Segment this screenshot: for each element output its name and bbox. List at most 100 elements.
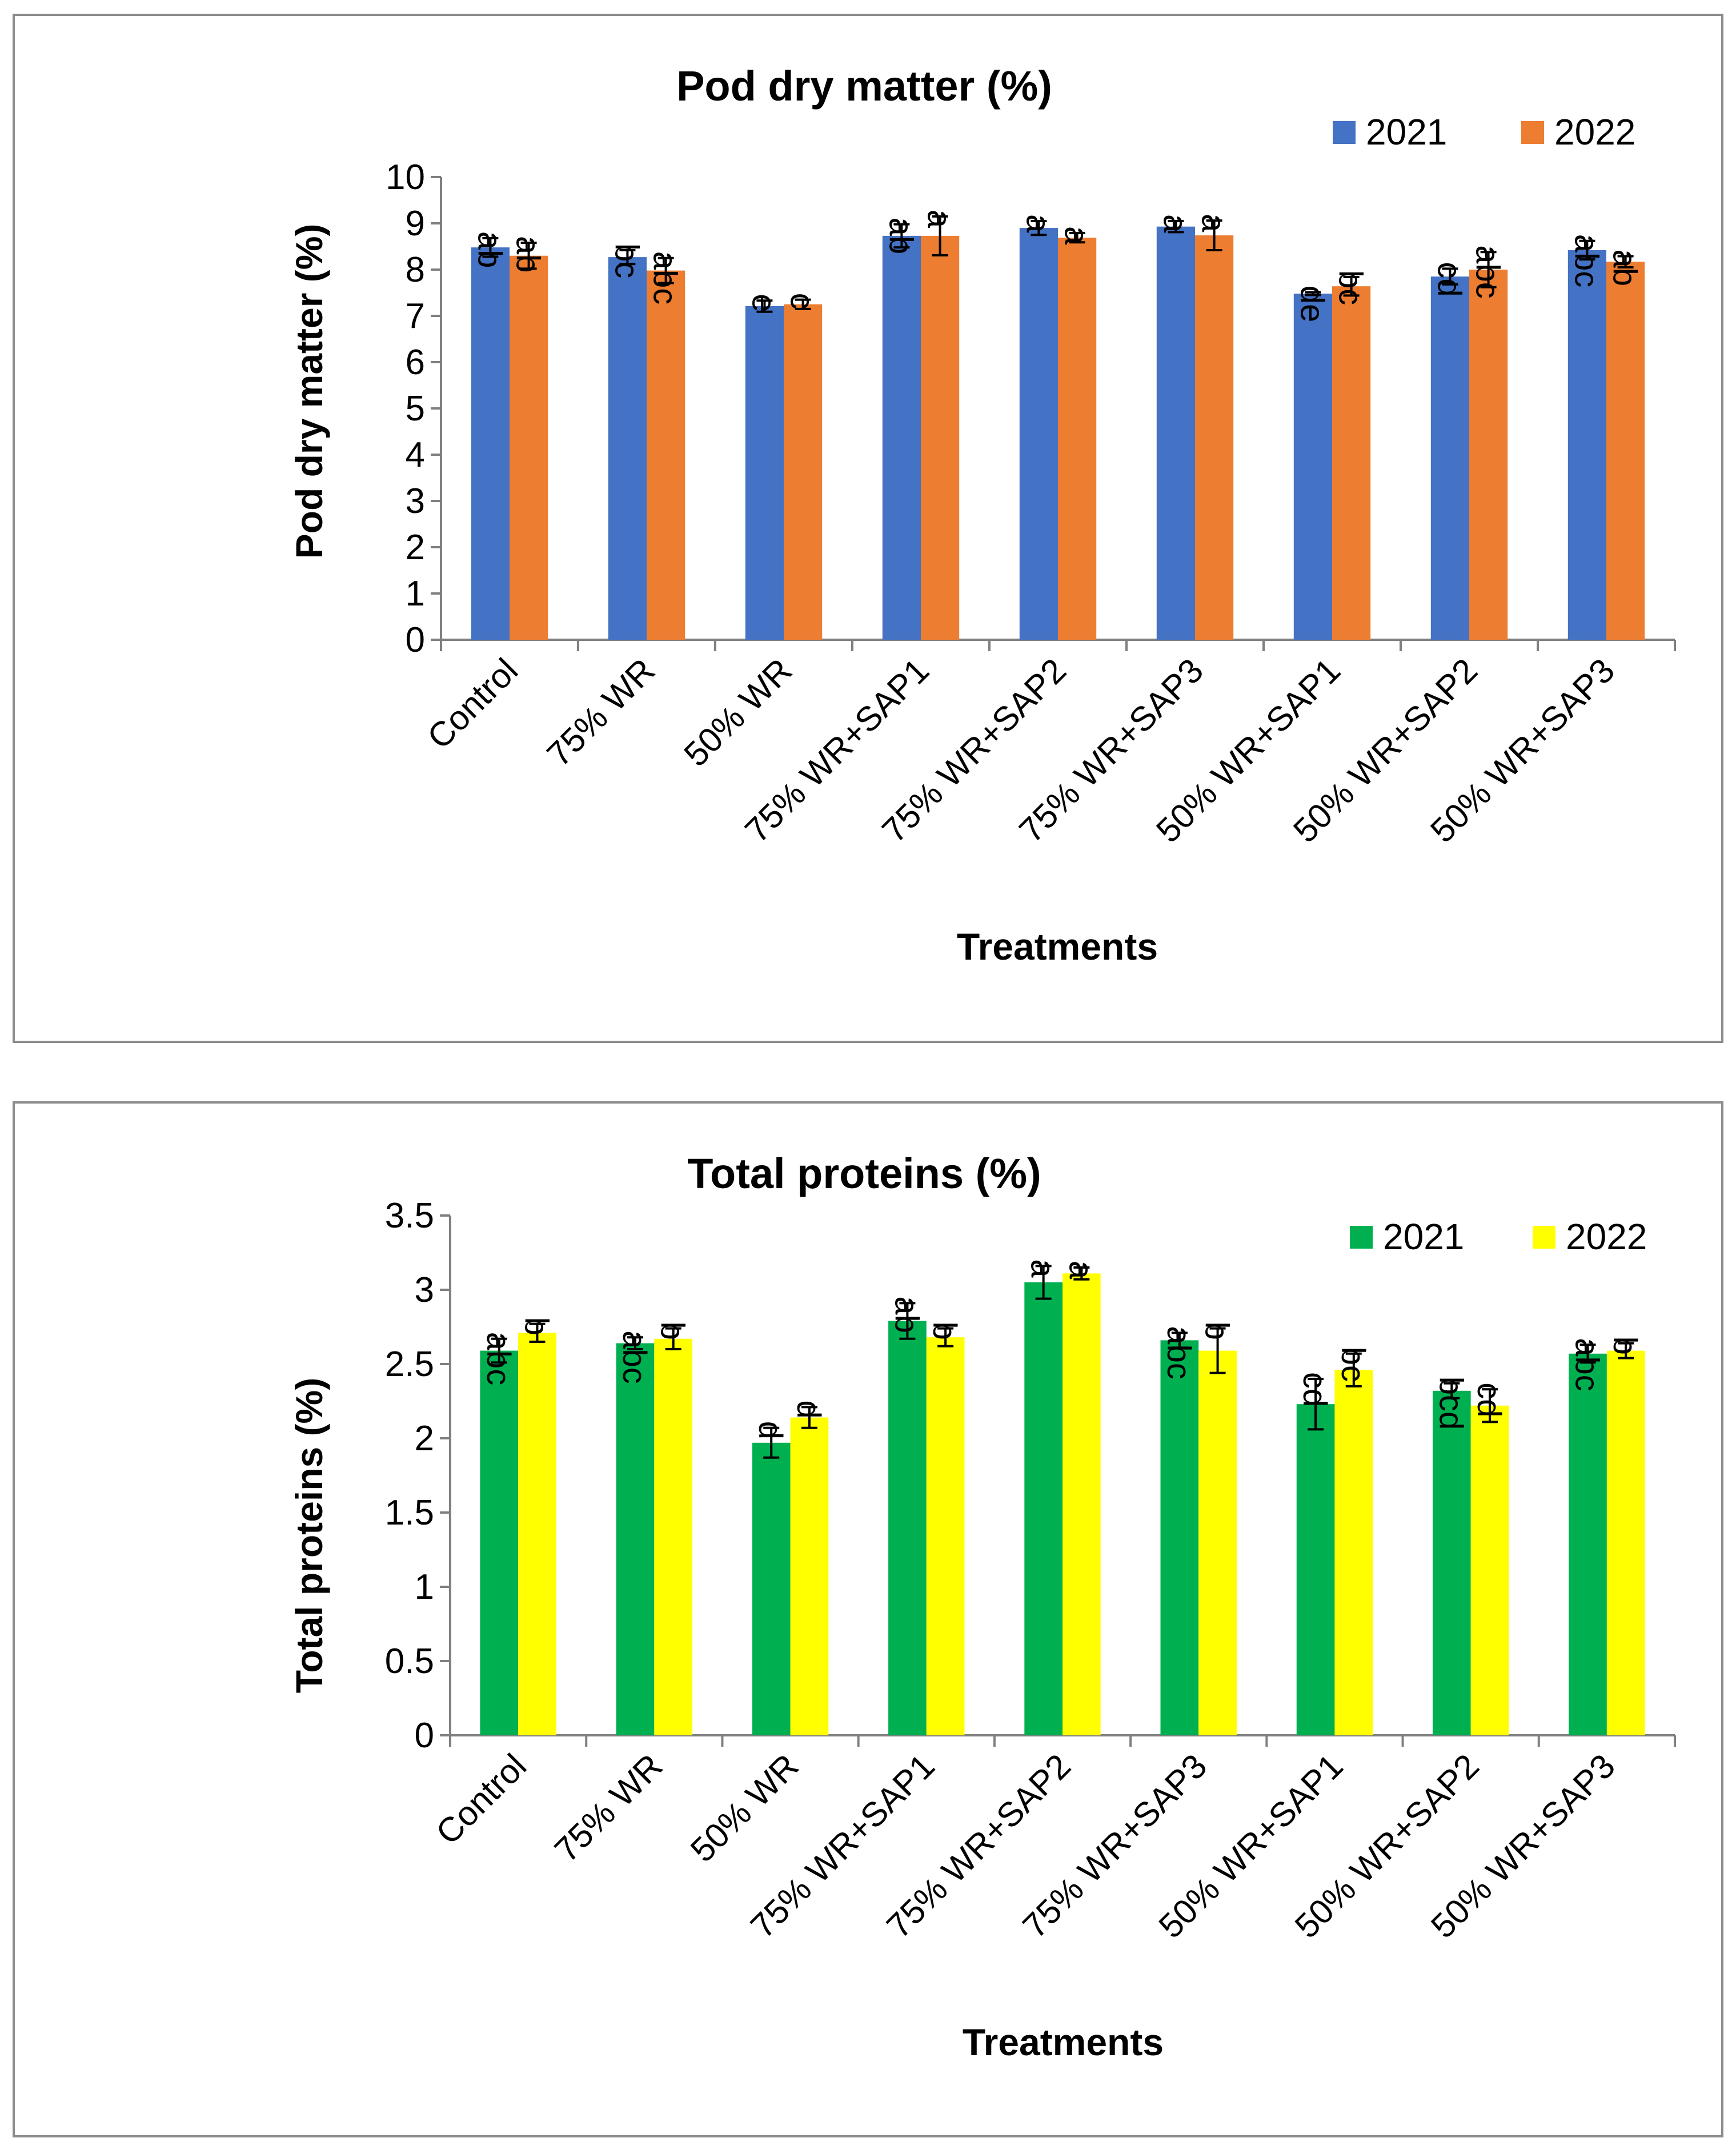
significance-letter: ab	[882, 218, 919, 255]
bar	[518, 1333, 556, 1735]
bar	[1606, 262, 1645, 640]
significance-letter: bc	[608, 243, 645, 278]
significance-letter: a	[921, 210, 958, 228]
bar	[1024, 1282, 1063, 1735]
bar	[1058, 238, 1097, 640]
bar	[1430, 276, 1469, 640]
legend-label-2022: 2022	[1566, 1216, 1647, 1257]
significance-letter: cd	[1430, 262, 1468, 296]
bar	[745, 306, 784, 640]
bar	[510, 255, 548, 640]
bar	[1569, 1353, 1607, 1735]
bar	[1293, 294, 1332, 640]
y-tick-label: 7	[406, 296, 425, 336]
bar	[1606, 1350, 1645, 1735]
y-tick-label: 0	[415, 1716, 434, 1755]
bar	[480, 1350, 519, 1735]
y-tick-label: 1.5	[385, 1493, 434, 1533]
significance-letter: cd	[1470, 1382, 1508, 1417]
category-label: 50% WR	[676, 651, 799, 774]
y-tick-label: 6	[406, 343, 425, 382]
significance-letter: d	[790, 1400, 827, 1418]
category-label: 75% WR	[539, 651, 662, 774]
significance-letter: abc	[616, 1330, 653, 1384]
significance-letter: a	[1156, 214, 1193, 233]
y-axis-title: Total proteins (%)	[288, 1378, 330, 1693]
significance-letter: abc	[1160, 1326, 1197, 1379]
significance-letter: abc	[1469, 245, 1506, 299]
bar	[608, 257, 647, 640]
significance-letter: abc	[647, 251, 684, 305]
significance-letter: b	[926, 1322, 963, 1340]
bar	[1334, 1370, 1373, 1735]
bar	[1470, 1405, 1509, 1735]
pod-dry-matter-chart: Pod dry matter (%) Pod dry matter (%) Tr…	[288, 62, 1676, 968]
y-tick-label: 4	[406, 435, 425, 475]
bar	[1332, 286, 1371, 640]
bar	[882, 235, 921, 640]
significance-letter: ab	[1606, 250, 1643, 287]
legend-swatch-2021	[1333, 121, 1356, 144]
significance-letter: bc	[1334, 1347, 1372, 1382]
significance-letter: de	[1293, 286, 1330, 323]
legend-label-2022: 2022	[1554, 111, 1635, 153]
bar	[1063, 1273, 1101, 1735]
significance-letter: cd	[1296, 1372, 1333, 1407]
y-tick-label: 9	[406, 204, 425, 243]
category-label: Control	[428, 1747, 534, 1852]
x-axis-title: Treatments	[957, 925, 1158, 968]
bar	[1432, 1390, 1471, 1735]
significance-letter: d	[752, 1421, 789, 1439]
significance-letter: ab	[888, 1296, 925, 1333]
bar	[616, 1343, 655, 1735]
chart-title: Pod dry matter (%)	[676, 62, 1052, 110]
category-label: Control	[420, 651, 525, 756]
bar	[1195, 235, 1234, 640]
category-label: 50% WR	[683, 1747, 806, 1870]
significance-letter: a	[1024, 1259, 1061, 1278]
y-tick-label: 2	[415, 1419, 434, 1458]
significance-letter: e	[745, 294, 782, 312]
significance-letter: b	[1198, 1322, 1236, 1340]
bar	[790, 1417, 829, 1735]
legend-swatch-2022	[1533, 1226, 1555, 1249]
significance-letter: ab	[510, 236, 547, 273]
significance-letter: b	[654, 1322, 691, 1340]
bar	[784, 304, 823, 640]
significance-letter: a	[1058, 226, 1095, 245]
y-tick-label: 8	[406, 250, 425, 290]
x-axis-title: Treatments	[963, 2021, 1164, 2063]
significance-letter: a	[1019, 214, 1056, 233]
significance-letter: a	[1195, 214, 1232, 232]
significance-letter: b	[1606, 1337, 1643, 1355]
pod-dry-matter-chart-panel: Pod dry matter (%) Pod dry matter (%) Tr…	[13, 14, 1723, 1043]
y-tick-label: 3	[415, 1270, 434, 1310]
y-tick-label: 5	[406, 389, 425, 428]
bar	[1567, 250, 1606, 640]
bar	[921, 235, 960, 640]
y-tick-label: 2	[406, 528, 425, 567]
bar	[926, 1337, 965, 1735]
bar	[1198, 1350, 1237, 1735]
legend-swatch-2022	[1521, 121, 1544, 144]
bar	[1019, 228, 1058, 640]
bar	[1296, 1404, 1335, 1735]
y-tick-label: 3	[406, 482, 425, 521]
bar	[1160, 1340, 1199, 1735]
y-tick-label: 10	[386, 158, 425, 197]
significance-letter: bcd	[1432, 1377, 1469, 1430]
significance-letter: bc	[1332, 270, 1369, 305]
y-tick-label: 2.5	[385, 1345, 434, 1384]
significance-letter: b	[518, 1317, 555, 1335]
bar	[654, 1338, 693, 1735]
significance-letter: c	[784, 293, 821, 310]
significance-letter: abc	[480, 1332, 517, 1386]
significance-letter: abc	[1567, 234, 1605, 288]
y-tick-label: 0	[406, 620, 425, 660]
legend-label-2021: 2021	[1366, 111, 1447, 153]
bar	[1156, 226, 1195, 640]
bar	[647, 270, 685, 640]
y-tick-label: 0.5	[385, 1642, 434, 1681]
